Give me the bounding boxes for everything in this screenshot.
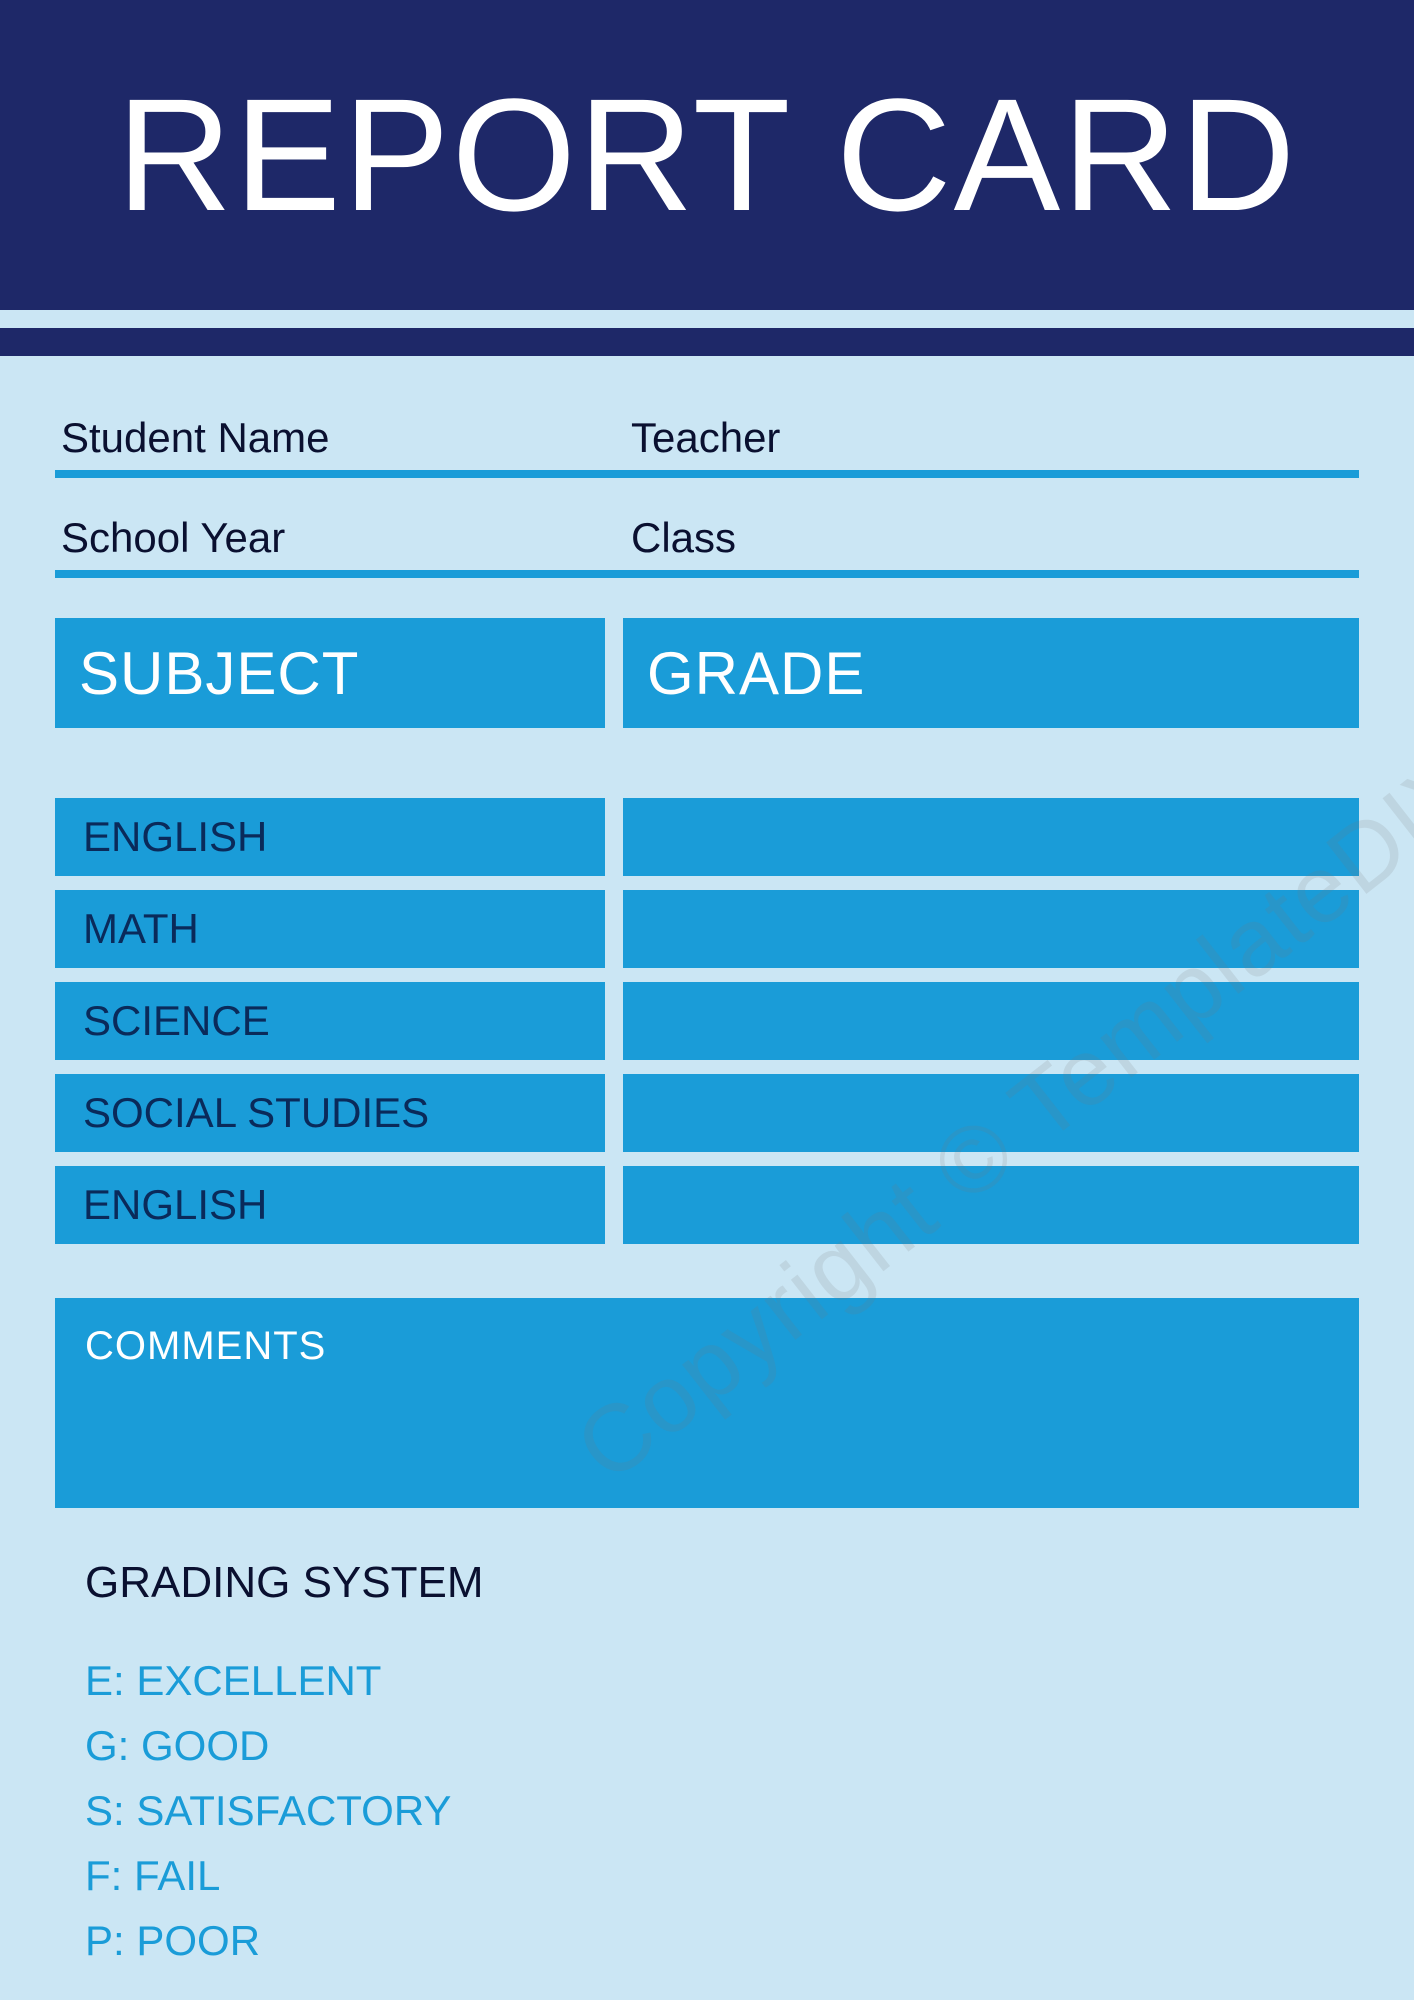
grading-item: F: FAIL — [85, 1843, 1359, 1908]
grade-row — [623, 1166, 1359, 1244]
comments-box: COMMENTS — [55, 1298, 1359, 1508]
info-row-2: School Year Class — [55, 506, 1359, 578]
subject-column: SUBJECT ENGLISH MATH SCIENCE SOCIAL STUD… — [55, 618, 605, 1258]
page-title: REPORT CARD — [117, 63, 1298, 247]
grading-item: S: SATISFACTORY — [85, 1778, 1359, 1843]
teacher-label: Teacher — [631, 414, 1359, 462]
class-label: Class — [631, 514, 1359, 562]
grade-row — [623, 1074, 1359, 1152]
grading-item: E: EXCELLENT — [85, 1648, 1359, 1713]
thin-accent-band — [0, 328, 1414, 356]
subject-row: SCIENCE — [55, 982, 605, 1060]
grade-column: GRADE — [623, 618, 1359, 1258]
subject-row: ENGLISH — [55, 1166, 605, 1244]
subject-row: SOCIAL STUDIES — [55, 1074, 605, 1152]
grade-header: GRADE — [623, 618, 1359, 728]
subject-row: MATH — [55, 890, 605, 968]
grade-row — [623, 982, 1359, 1060]
info-row-1: Student Name Teacher — [55, 406, 1359, 478]
table-header-gap — [623, 728, 1359, 798]
school-year-label: School Year — [61, 514, 631, 562]
student-name-label: Student Name — [61, 414, 631, 462]
grading-system-title: GRADING SYSTEM — [85, 1558, 1359, 1608]
grades-table: SUBJECT ENGLISH MATH SCIENCE SOCIAL STUD… — [55, 618, 1359, 1258]
grading-system-list: E: EXCELLENT G: GOOD S: SATISFACTORY F: … — [85, 1648, 1359, 1973]
table-header-gap — [55, 728, 605, 798]
grade-row — [623, 798, 1359, 876]
content-area: Student Name Teacher School Year Class S… — [0, 356, 1414, 1973]
grade-row — [623, 890, 1359, 968]
grading-item: G: GOOD — [85, 1713, 1359, 1778]
comments-label: COMMENTS — [85, 1324, 1329, 1369]
subject-row: ENGLISH — [55, 798, 605, 876]
header-band: REPORT CARD — [0, 0, 1414, 310]
subject-header: SUBJECT — [55, 618, 605, 728]
grading-item: P: POOR — [85, 1908, 1359, 1973]
